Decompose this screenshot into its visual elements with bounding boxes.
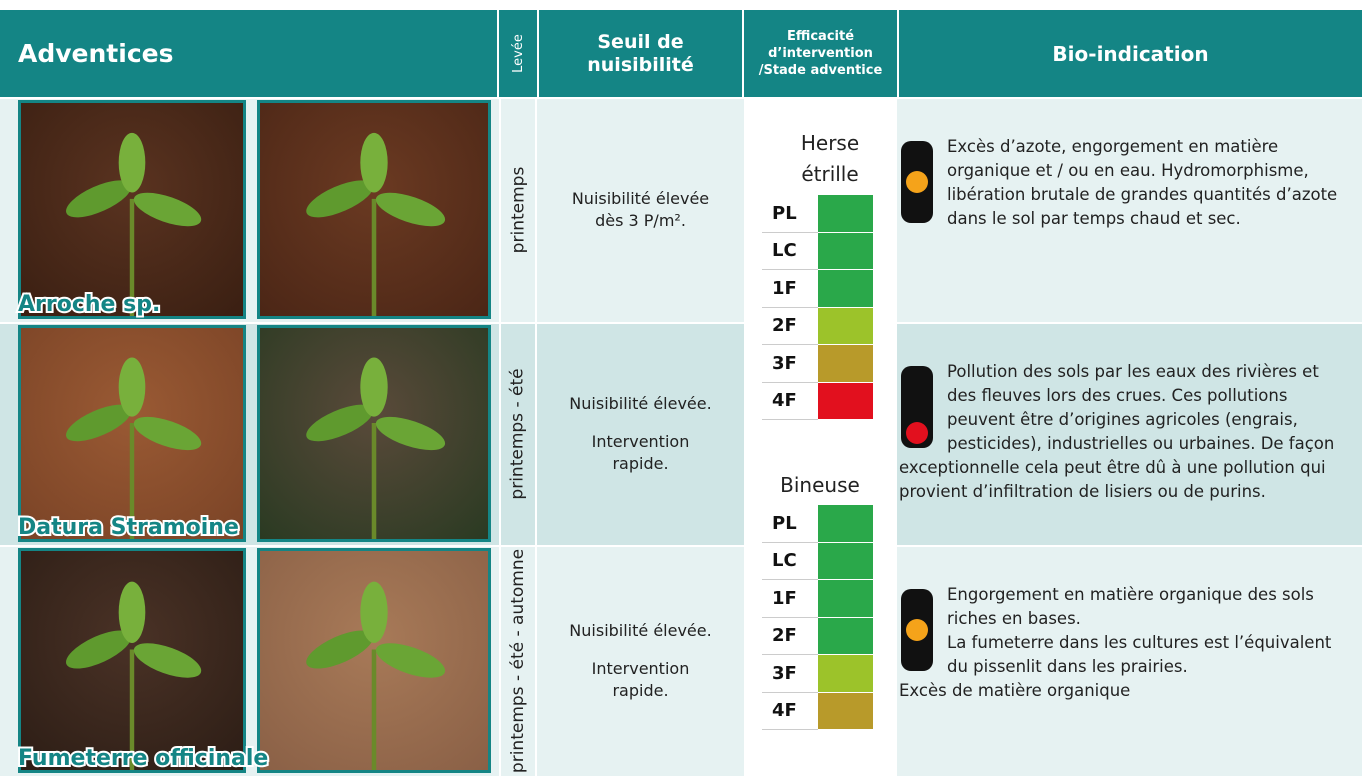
seuil-text: Nuisibilité élevée dès 3 P/m². bbox=[571, 188, 710, 230]
stage-label: PL bbox=[762, 195, 818, 233]
bio-text: Engorgement en matière organique des sol… bbox=[947, 585, 1314, 628]
seuil-cell: Nuisibilité élevée. Intervention rapide. bbox=[539, 322, 742, 545]
header-adventices: Adventices bbox=[0, 10, 497, 97]
stage-cell bbox=[818, 692, 873, 730]
bio-cell: Engorgement en matière organique des sol… bbox=[899, 583, 1349, 703]
plant-photo bbox=[18, 100, 246, 319]
plant-name: Datura Stramoine bbox=[16, 513, 241, 542]
stage-label: 2F bbox=[762, 307, 818, 345]
tool-name: Bineuse bbox=[780, 473, 860, 497]
stage-cell bbox=[818, 195, 873, 233]
traffic-light-dot bbox=[906, 171, 928, 193]
levee-cell: printemps - été - automne bbox=[499, 545, 537, 776]
plant-photo bbox=[18, 325, 246, 542]
plant-photo bbox=[257, 548, 491, 773]
traffic-light bbox=[901, 366, 933, 448]
header-seuil: Seuil de nuisibilité bbox=[539, 10, 742, 97]
plant-photo bbox=[257, 325, 491, 542]
traffic-light-dot bbox=[906, 422, 928, 444]
traffic-light bbox=[901, 141, 933, 223]
bio-text: La fumeterre dans les cultures est l’équ… bbox=[947, 633, 1332, 676]
header-levee: Levée bbox=[499, 10, 537, 97]
seuil-text: Nuisibilité élevée. bbox=[569, 393, 712, 413]
bio-text: Pollution des sols par les eaux des rivi… bbox=[899, 362, 1335, 501]
plant-name: Arroche sp. bbox=[16, 290, 162, 319]
header-text: Adventices bbox=[18, 39, 174, 68]
stage-label: 4F bbox=[762, 692, 818, 730]
stage-label: 4F bbox=[762, 382, 818, 420]
stage-label: 1F bbox=[762, 580, 818, 618]
header-text: Seuil de nuisibilité bbox=[587, 30, 694, 76]
stage-cell bbox=[818, 580, 873, 618]
stage-label: 2F bbox=[762, 617, 818, 655]
levee-text: printemps bbox=[508, 166, 528, 253]
stage-label: 3F bbox=[762, 655, 818, 693]
levee-cell: printemps - été bbox=[499, 322, 537, 545]
plant-drawing bbox=[66, 132, 202, 316]
stage-cell bbox=[818, 655, 873, 693]
levee-cell: printemps bbox=[499, 97, 537, 322]
plant-drawing bbox=[66, 581, 202, 770]
header-bio: Bio-indication bbox=[899, 10, 1362, 97]
levee-text: printemps - été - automne bbox=[508, 548, 529, 773]
stage-cell bbox=[818, 617, 873, 655]
bio-text: Excès de matière organique bbox=[899, 681, 1131, 700]
stage-label: PL bbox=[762, 505, 818, 543]
header-efficacite: Efficacité d’intervention /Stade adventi… bbox=[744, 10, 897, 97]
plant-photo bbox=[18, 548, 246, 773]
plant-name: Fumeterre officinale bbox=[16, 744, 270, 773]
stage-cell bbox=[818, 505, 873, 543]
stage-label: LC bbox=[762, 232, 818, 270]
seuil-cell: Nuisibilité élevée. Intervention rapide. bbox=[539, 545, 742, 776]
plant-drawing bbox=[306, 357, 446, 539]
row-background bbox=[897, 97, 1362, 322]
bio-cell: Excès d’azote, engorgement en matière or… bbox=[899, 135, 1349, 231]
plant-drawing bbox=[306, 581, 446, 770]
row-background bbox=[897, 545, 1362, 776]
row-background bbox=[897, 322, 1362, 545]
seuil-cell: Nuisibilité élevée dès 3 P/m². bbox=[539, 97, 742, 322]
stage-cell bbox=[818, 542, 873, 580]
stage-cell bbox=[818, 307, 873, 345]
traffic-light-dot bbox=[906, 619, 928, 641]
tool-name: Herse étrille bbox=[800, 131, 860, 186]
stage-label: 3F bbox=[762, 345, 818, 383]
stage-label: LC bbox=[762, 542, 818, 580]
stage-cell bbox=[818, 345, 873, 383]
header-text: Levée bbox=[510, 34, 526, 73]
stage-cell bbox=[818, 232, 873, 270]
bio-text: Excès d’azote, engorgement en matière or… bbox=[947, 137, 1338, 228]
bio-cell: Pollution des sols par les eaux des rivi… bbox=[899, 360, 1349, 504]
seuil-text: Intervention rapide. bbox=[591, 658, 690, 700]
levee-text: printemps - été bbox=[508, 367, 529, 500]
header-text: Bio-indication bbox=[1052, 41, 1209, 66]
stage-cell bbox=[818, 270, 873, 308]
header-text: Efficacité d’intervention /Stade adventi… bbox=[758, 29, 883, 78]
plant-drawing bbox=[306, 132, 446, 316]
seuil-text: Nuisibilité élevée. bbox=[569, 620, 712, 640]
traffic-light bbox=[901, 589, 933, 671]
stage-cell bbox=[818, 382, 873, 420]
plant-photo bbox=[257, 100, 491, 319]
stage-label: 1F bbox=[762, 270, 818, 308]
plant-drawing bbox=[66, 357, 202, 539]
seuil-text: Intervention rapide. bbox=[591, 431, 690, 473]
